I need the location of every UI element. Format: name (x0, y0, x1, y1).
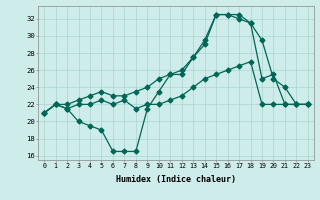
X-axis label: Humidex (Indice chaleur): Humidex (Indice chaleur) (116, 175, 236, 184)
